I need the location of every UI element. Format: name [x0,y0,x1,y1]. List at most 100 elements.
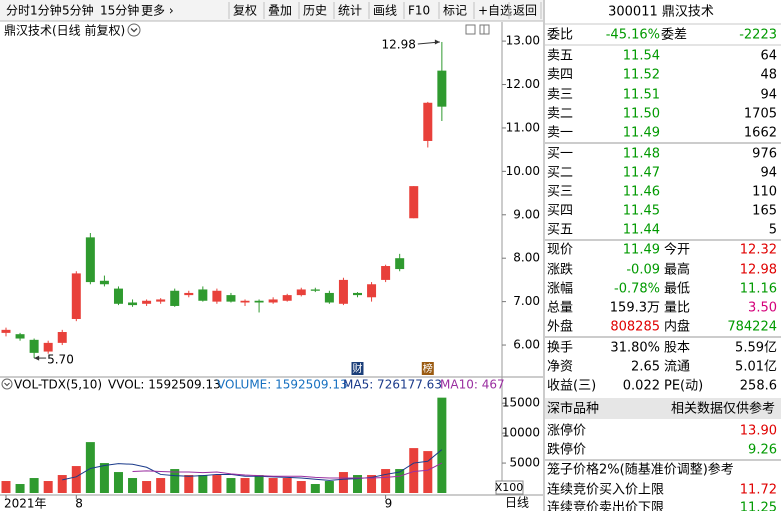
volume-bar [409,448,419,493]
event-marker[interactable]: 榜 [423,362,433,375]
candle-body [170,290,180,306]
toolbar-button[interactable]: 叠加 [268,4,292,18]
volume-bar [15,484,25,493]
quote-cell: 11.47 [623,166,660,181]
volume-bar [212,475,222,493]
candle-body [296,289,306,296]
toolbar-button[interactable]: 返回 [513,4,537,18]
candle-body [43,342,53,352]
quote-cell: 总量 [547,301,573,316]
period-label[interactable]: 日线 [505,496,529,510]
volume-bar [128,478,138,493]
quote-cell: 今开 [664,242,690,258]
volume-bar [282,478,292,493]
quote-cell: 110 [752,185,777,200]
quote-cell: 连续竞价卖出价下限 [547,500,664,511]
quote-cell: 48 [760,68,777,83]
quote-cell: 11.51 [623,88,660,103]
y-tick-label: 10000 [502,426,540,440]
volume-bar [29,478,39,493]
title-dropdown-icon[interactable] [127,23,141,37]
volume-bar [156,478,166,493]
candle-body [113,288,123,304]
volume-bar [240,478,250,493]
toolbar-button[interactable]: 分时 [6,4,30,18]
y-tick-label: 15000 [502,396,540,410]
y-tick-label: 13.00 [506,34,540,48]
quote-cell: -2223 [739,28,777,43]
quote-cell: 976 [752,147,777,162]
candle-body [198,289,208,301]
quote-cell: 5.59亿 [735,341,777,356]
max-label: 12.98 [382,37,416,51]
toolbar-button[interactable]: +自选 [478,4,512,18]
quote-cell: 11.48 [623,147,660,162]
volume-bar [367,475,377,493]
quote-cell: 5 [769,223,777,238]
quote-cell: 笼子价格2%(随基准价调整)参考 [547,462,734,478]
quote-cell: 11.54 [623,49,660,64]
quote-cell: 买三 [547,185,573,200]
volume-bar [142,481,152,493]
toolbar-button[interactable]: F10 [408,4,430,18]
toolbar-button[interactable]: 更多 › [141,4,174,18]
volume-bar [324,481,334,493]
candle-body [367,284,377,298]
quote-cell: 委比 [547,28,573,43]
volume-bar [226,478,236,493]
volume-bar [423,451,433,493]
volume-header: VOL-TDX(5,10) [14,378,102,392]
quote-cell: 深市品种 [547,401,599,417]
quote-cell: 涨停价 [547,423,586,439]
toolbar-button[interactable]: 画线 [373,4,397,18]
y-tick-label: 11.00 [506,120,540,134]
volume-header-icon[interactable] [1,378,13,390]
quote-cell: 相关数据仅供参考 [671,401,775,417]
volume-header: VVOL: 1592509.13 [108,378,221,392]
quote-cell: 64 [760,49,777,64]
candle-body [381,266,391,280]
quote-cell: 165 [752,204,777,219]
quote-cell: 买一 [547,147,573,162]
quote-cell: -0.09 [626,263,660,278]
event-marker[interactable]: 财 [353,362,363,375]
candle-body [71,273,81,319]
volume-bar [1,481,11,493]
min-arrow-head [34,355,40,361]
toolbar-button[interactable]: 标记 [443,4,467,18]
event-marker-box[interactable] [421,362,434,375]
event-marker-box[interactable] [351,362,364,375]
toolbar-button[interactable]: 5分钟 [62,3,94,18]
volume-bar [85,442,95,493]
quote-cell: 换手 [547,341,573,356]
quote-cell: 内盘 [664,319,690,335]
quote-cell: 卖三 [547,88,573,103]
quote-cell: 31.80% [610,341,660,356]
toolbar-button[interactable]: 15分钟 [100,3,139,18]
toolbar-button[interactable]: 1分钟 [30,3,62,18]
candle-body [226,295,236,302]
quote-cell: 11.50 [623,107,660,122]
candle-body [99,280,109,285]
quote-cell: 11.52 [623,68,660,83]
window-icons[interactable] [465,24,490,35]
volume-bar [71,466,81,493]
volume-bar [254,475,264,493]
volume-bar [198,475,208,493]
candle-body [324,292,334,303]
quote-cell: 94 [760,88,777,103]
quote-cell: 12.98 [740,263,777,278]
volume-bar [338,472,348,493]
toolbar-button[interactable]: 统计 [338,4,362,18]
quote-cell: 11.25 [740,501,777,511]
chart-title: 鼎汉技术(日线 前复权) [4,23,125,38]
toolbar-button[interactable]: 复权 [233,4,257,18]
y-tick-label: 9.00 [513,207,540,221]
candle-body [310,289,320,291]
quote-header: 300011 鼎汉技术 [608,5,714,20]
quote-cell: 收益(三) [547,379,596,394]
quote-cell: 卖二 [547,107,573,122]
toolbar-button[interactable]: 历史 [303,4,327,18]
y-tick-label: 8.00 [513,251,540,265]
